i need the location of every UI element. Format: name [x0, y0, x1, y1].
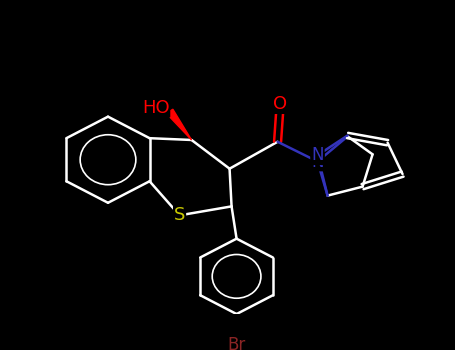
Text: HO: HO [142, 99, 169, 117]
Text: N: N [311, 153, 324, 170]
Text: N: N [311, 146, 324, 164]
Text: Br: Br [228, 336, 246, 350]
Text: O: O [273, 95, 287, 113]
Polygon shape [166, 109, 192, 140]
Text: S: S [174, 206, 185, 224]
